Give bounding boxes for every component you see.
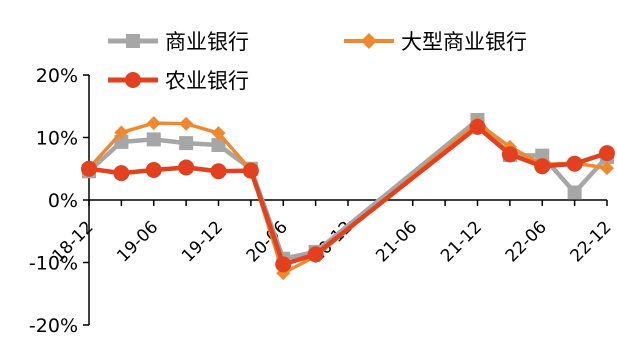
data-point-commercial-banks bbox=[567, 185, 582, 200]
data-point-abc bbox=[113, 165, 130, 182]
data-point-large-commercial-banks bbox=[146, 116, 161, 131]
data-point-abc bbox=[307, 246, 324, 263]
data-point-commercial-banks bbox=[211, 138, 226, 152]
x-tick-label: 22-12 bbox=[566, 217, 615, 266]
data-point-abc bbox=[275, 256, 292, 273]
x-tick-label: 21-06 bbox=[372, 217, 421, 266]
legend-marker-abc bbox=[125, 72, 141, 88]
data-point-large-commercial-banks bbox=[211, 126, 226, 141]
chart-legend: 商业银行 大型商业银行 农业银行 bbox=[108, 30, 527, 93]
data-point-abc bbox=[501, 146, 518, 163]
data-point-abc bbox=[469, 118, 486, 135]
legend-marker-commercial-banks bbox=[126, 34, 140, 48]
legend-entry-large-commercial-banks: 大型商业银行 bbox=[344, 30, 527, 54]
data-point-large-commercial-banks bbox=[600, 161, 614, 176]
y-tick-label: 0% bbox=[48, 190, 78, 212]
y-tick-label: 20% bbox=[36, 65, 78, 87]
data-point-abc bbox=[81, 160, 97, 177]
x-tick-label: 21-12 bbox=[437, 217, 486, 266]
data-point-abc bbox=[599, 145, 615, 162]
legend-label-commercial-banks: 商业银行 bbox=[165, 30, 249, 54]
legend-label-abc: 农业银行 bbox=[165, 69, 249, 93]
data-point-abc bbox=[145, 162, 162, 178]
legend-entry-commercial-banks: 商业银行 bbox=[108, 30, 249, 54]
x-tick-label: 22-06 bbox=[502, 217, 551, 266]
data-point-abc bbox=[210, 163, 227, 180]
data-point-commercial-banks bbox=[179, 136, 194, 151]
data-point-abc bbox=[534, 158, 551, 175]
data-point-large-commercial-banks bbox=[114, 125, 129, 140]
data-point-abc bbox=[566, 155, 583, 172]
x-tick-label: 19-06 bbox=[113, 217, 162, 266]
chart-axes: -20%-10%0%10%20%18-12 19-06 19-12 20-06 20-1… bbox=[29, 65, 616, 337]
data-point-abc bbox=[242, 162, 259, 179]
legend-label-large-commercial-banks: 大型商业银行 bbox=[401, 30, 527, 54]
series-abc bbox=[81, 118, 615, 273]
data-point-commercial-banks bbox=[146, 132, 161, 147]
y-tick-label: -10% bbox=[29, 253, 78, 275]
legend-entry-abc: 农业银行 bbox=[108, 69, 249, 93]
y-tick-label: 10% bbox=[36, 128, 78, 150]
legend-marker-large-commercial-banks bbox=[361, 33, 377, 49]
chart-series bbox=[81, 113, 615, 281]
data-point-large-commercial-banks bbox=[179, 116, 194, 131]
data-point-abc bbox=[178, 159, 195, 176]
x-tick-label: 19-12 bbox=[178, 217, 227, 266]
y-tick-label: -20% bbox=[29, 315, 78, 337]
